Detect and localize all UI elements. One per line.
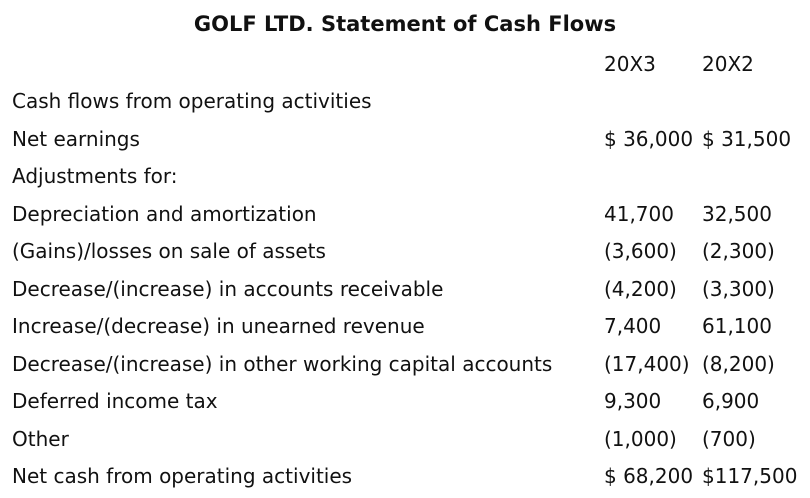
value-20x2: (700) (702, 426, 756, 451)
table-row: Net cash from operating activities $ 68,… (0, 460, 810, 498)
value-20x3: (1,000) (604, 426, 677, 451)
value-20x2: $117,500 (702, 464, 798, 488)
statement-title: GOLF LTD. Statement of Cash Flows (193, 12, 617, 36)
row-label: (Gains)/losses on sale of assets (12, 239, 326, 263)
value-20x2: (8,200) (702, 351, 775, 376)
cash-flow-table: Cash flows from operating activities Net… (0, 85, 810, 498)
column-header-20x3: 20X3 (604, 52, 656, 76)
row-label: Decrease/(increase) in accounts receivab… (12, 276, 444, 301)
value-20x3: (3,600) (604, 239, 677, 263)
value-20x3: $ 36,000 (604, 126, 694, 151)
value-20x2: (2,300) (702, 239, 775, 263)
table-row: Net earnings $ 36,000 $ 31,500 (0, 123, 810, 161)
table-row: Other (1,000) (700) (0, 423, 810, 461)
column-header-20x2: 20X2 (702, 52, 754, 76)
value-20x2: 61,100 (702, 314, 772, 338)
row-label: Decrease/(increase) in other working cap… (12, 351, 553, 376)
value-20x3: 41,700 (604, 201, 674, 226)
table-row: (Gains)/losses on sale of assets (3,600)… (0, 235, 810, 273)
value-20x2: $ 31,500 (702, 126, 792, 151)
row-label: Net earnings (12, 126, 140, 151)
value-20x3: (17,400) (604, 351, 690, 376)
table-row: Depreciation and amortization 41,700 32,… (0, 198, 810, 236)
row-label: Other (12, 426, 69, 451)
row-label: Deferred income tax (12, 389, 218, 413)
table-row: Increase/(decrease) in unearned revenue … (0, 310, 810, 348)
table-row: Cash flows from operating activities (0, 85, 810, 123)
row-label: Cash flows from operating activities (12, 89, 372, 113)
value-20x3: 7,400 (604, 314, 662, 338)
table-row: Deferred income tax 9,300 6,900 (0, 385, 810, 423)
table-row: Decrease/(increase) in other working cap… (0, 348, 810, 386)
row-label: Depreciation and amortization (12, 201, 317, 226)
table-row: Decrease/(increase) in accounts receivab… (0, 273, 810, 311)
row-label: Net cash from operating activities (12, 464, 353, 488)
value-20x3: 9,300 (604, 389, 662, 413)
value-20x3: $ 68,200 (604, 464, 694, 488)
value-20x3: (4,200) (604, 276, 677, 301)
row-label: Adjustments for: (12, 164, 178, 188)
row-label: Increase/(decrease) in unearned revenue (12, 314, 425, 338)
value-20x2: 32,500 (702, 201, 772, 226)
value-20x2: 6,900 (702, 389, 760, 413)
table-row: Adjustments for: (0, 160, 810, 198)
value-20x2: (3,300) (702, 276, 775, 301)
